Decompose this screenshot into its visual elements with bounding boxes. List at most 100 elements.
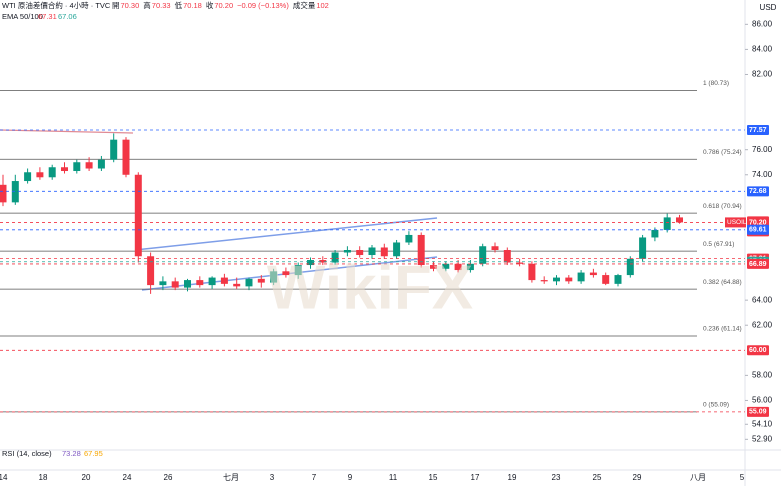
- candle-body: [368, 247, 376, 256]
- x-tick-label: 3: [270, 473, 275, 482]
- candle-body: [147, 256, 155, 286]
- price-tag: [747, 406, 769, 417]
- candle-body: [479, 246, 487, 264]
- x-tick-label: 14: [0, 473, 8, 482]
- candle-body: [307, 260, 314, 266]
- candle-body: [380, 247, 388, 257]
- candle-body: [553, 277, 560, 282]
- ema-value: 67.06: [58, 12, 77, 21]
- x-tick-label: 29: [633, 473, 642, 482]
- candle-body: [602, 275, 610, 284]
- field-value: 102: [316, 1, 329, 10]
- field-key: 成交量: [293, 0, 316, 10]
- x-tick-label: 5: [740, 473, 745, 482]
- field-value: 70.20: [214, 1, 233, 10]
- candle-body: [503, 249, 511, 263]
- price-tag-label: 69.61: [749, 227, 767, 234]
- y-tick-label: 76.00: [752, 145, 773, 154]
- fib-label: 0.786 (75.24): [703, 149, 742, 156]
- candle-body: [430, 265, 437, 269]
- candle-body: [466, 263, 474, 271]
- candle-body: [540, 280, 548, 282]
- price-tag-label: 66.89: [749, 261, 767, 268]
- candle-body: [663, 217, 671, 230]
- channel-line: [141, 256, 438, 291]
- candle-body: [331, 252, 339, 263]
- price-tag: [747, 258, 769, 269]
- x-tick-label: 25: [593, 473, 602, 482]
- candle-body: [614, 275, 622, 284]
- x-tick-label: 19: [508, 473, 517, 482]
- field-key: 收: [206, 0, 214, 10]
- candle-body: [257, 278, 265, 283]
- x-tick-label: 八月: [690, 473, 706, 482]
- price-tag-label: 55.09: [749, 409, 767, 416]
- field-key: 高: [143, 0, 151, 10]
- candle-body: [565, 277, 573, 282]
- y-tick-label: 52.90: [752, 434, 773, 443]
- candle-body: [393, 242, 401, 257]
- candle-body: [85, 162, 93, 169]
- field-value: −0.09 (−0.13%): [237, 1, 289, 10]
- candle-body: [245, 278, 253, 287]
- x-tick-label: 七月: [223, 473, 239, 482]
- fib-label: 1 (80.73): [703, 80, 729, 87]
- candle-body: [208, 277, 216, 286]
- candle-body: [110, 139, 118, 160]
- symbol-tag: [725, 217, 746, 228]
- x-tick-label: 18: [39, 473, 48, 482]
- field-value: 70.33: [152, 1, 171, 10]
- fib-label: 0.236 (61.14): [703, 326, 742, 333]
- y-tick-label: 64.00: [752, 295, 773, 304]
- candle-body: [491, 246, 499, 250]
- fib-label: 0.618 (70.94): [703, 203, 742, 210]
- symbol-tag-label: USOIL: [727, 219, 747, 226]
- candle-body: [454, 263, 462, 271]
- y-tick-label: 58.00: [752, 370, 773, 379]
- fib-label: 0.5 (67.91): [703, 241, 734, 248]
- y-tick-label: 62.00: [752, 320, 773, 329]
- price-tag-label: 70.20: [749, 219, 767, 226]
- candle-body: [134, 174, 142, 257]
- candle-body: [319, 260, 327, 263]
- x-tick-label: 23: [552, 473, 561, 482]
- candle-body: [343, 249, 351, 253]
- price-tag-label: 77.57: [749, 127, 767, 134]
- x-tick-label: 26: [164, 473, 173, 482]
- candle-body: [196, 280, 204, 286]
- candle-body: [97, 159, 105, 169]
- y-tick-label: 54.10: [752, 419, 773, 428]
- trend-line: [0, 129, 134, 134]
- y-tick-label: 84.00: [752, 45, 773, 54]
- rsi-value: 67.95: [84, 449, 103, 458]
- field-key: 低: [175, 0, 183, 10]
- candle-body: [528, 263, 536, 281]
- candle-body: [233, 283, 241, 287]
- candle-body: [356, 249, 364, 256]
- candle-body: [36, 172, 44, 178]
- rsi-value: 73.28: [62, 449, 81, 458]
- y-tick-label: 74.00: [752, 170, 773, 179]
- price-tag: [747, 186, 769, 197]
- candle-body: [294, 265, 302, 276]
- candle-body: [171, 281, 179, 288]
- candle-body: [0, 184, 7, 203]
- y-tick-label: 56.00: [752, 396, 773, 405]
- candle-body: [48, 167, 56, 178]
- candle-body: [24, 172, 32, 182]
- ema-name: EMA 50/100: [2, 12, 43, 21]
- price-tag-label: 72.68: [749, 188, 767, 195]
- field-value: 70.18: [183, 1, 202, 10]
- candle-body: [220, 277, 228, 284]
- candle-body: [626, 258, 634, 276]
- candle-body: [516, 262, 524, 264]
- price-tag: [747, 345, 769, 356]
- x-tick-label: 15: [429, 473, 438, 482]
- rsi-name: RSI (14, close): [2, 449, 52, 458]
- field-value: 70.30: [121, 1, 140, 10]
- fib-label: 0.382 (64.88): [703, 279, 742, 286]
- symbol-title: WTI 原油差價合約 · 4小時 · TVC: [2, 0, 111, 10]
- candle-body: [589, 272, 597, 276]
